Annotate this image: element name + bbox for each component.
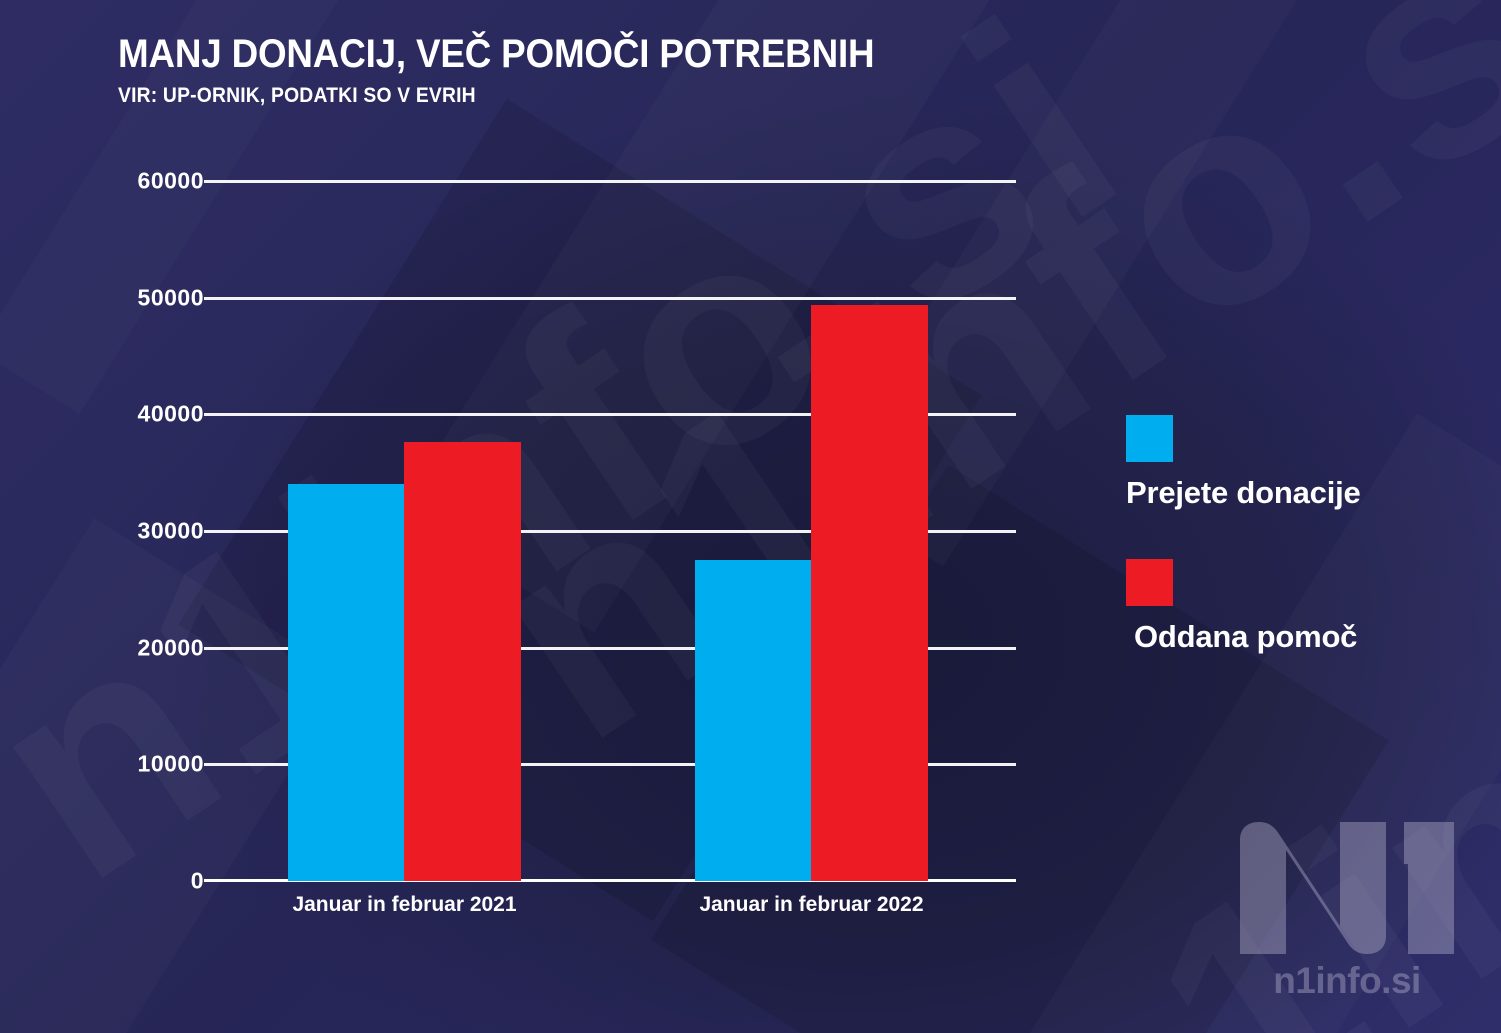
gridline <box>204 413 1016 417</box>
chart-legend: Prejete donacije Oddana pomoč <box>1126 415 1361 703</box>
legend-item[interactable]: Oddana pomoč <box>1126 559 1361 655</box>
legend-swatch <box>1126 559 1173 606</box>
n1-logo-url: n1info.si <box>1273 960 1421 1001</box>
n1-logo-icon <box>1240 822 1454 954</box>
gridline <box>204 296 1016 300</box>
chart-title: MANJ DONACIJ, VEČ POMOČI POTREBNIH <box>118 32 875 76</box>
bar <box>288 484 404 881</box>
legend-item[interactable]: Prejete donacije <box>1126 415 1361 511</box>
n1-logo: n1info.si <box>1232 818 1462 1002</box>
bar <box>695 560 811 881</box>
x-axis-label: Januar in februar 2021 <box>292 893 517 916</box>
gridline <box>204 646 1016 650</box>
x-axis-line <box>204 879 1016 882</box>
y-axis-tick-label: 30000 <box>137 517 204 544</box>
y-axis-ticks: 0 10000 20000 30000 40000 50000 60000 <box>0 168 1216 894</box>
gridline <box>204 180 1016 183</box>
chart-header: MANJ DONACIJ, VEČ POMOČI POTREBNIH VIR: … <box>118 33 940 108</box>
y-axis-tick-label: 10000 <box>137 750 204 777</box>
legend-label: Oddana pomoč <box>1134 619 1358 654</box>
bar <box>404 442 521 881</box>
legend-label: Prejete donacije <box>1126 475 1361 510</box>
y-axis-tick-label: 60000 <box>137 167 204 194</box>
chart-subtitle: VIR: UP-ORNIK, PODATKI SO V EVRIH <box>118 84 476 107</box>
gridline <box>204 530 1016 533</box>
plot-area <box>204 180 1016 882</box>
bar <box>811 304 928 881</box>
y-axis-tick-label: 0 <box>190 867 204 894</box>
x-axis-label: Januar in februar 2022 <box>699 893 924 916</box>
legend-swatch <box>1126 415 1173 462</box>
gridline <box>204 763 1016 767</box>
y-axis-tick-label: 50000 <box>137 284 204 311</box>
y-axis-tick-label: 40000 <box>137 400 204 427</box>
y-axis-tick-label: 20000 <box>137 634 204 661</box>
